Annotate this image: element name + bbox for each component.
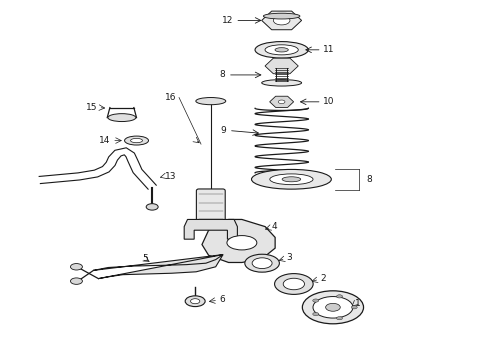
Text: 5: 5 xyxy=(142,254,147,263)
Ellipse shape xyxy=(302,291,364,324)
Text: 4: 4 xyxy=(272,222,277,231)
Polygon shape xyxy=(265,58,298,74)
Ellipse shape xyxy=(337,295,343,298)
Text: 12: 12 xyxy=(222,16,233,25)
Polygon shape xyxy=(262,11,302,30)
Ellipse shape xyxy=(275,48,288,52)
Ellipse shape xyxy=(185,296,205,307)
Ellipse shape xyxy=(71,278,82,284)
Text: 8: 8 xyxy=(367,175,372,184)
Polygon shape xyxy=(94,255,223,279)
Polygon shape xyxy=(202,220,275,262)
Ellipse shape xyxy=(313,312,318,316)
Text: 15: 15 xyxy=(86,103,98,112)
Ellipse shape xyxy=(252,258,272,269)
Ellipse shape xyxy=(124,136,148,145)
Text: 11: 11 xyxy=(323,45,335,54)
Text: 14: 14 xyxy=(99,136,111,145)
Ellipse shape xyxy=(130,138,143,143)
Ellipse shape xyxy=(71,264,82,270)
Text: 16: 16 xyxy=(165,93,176,102)
FancyBboxPatch shape xyxy=(196,189,225,225)
Ellipse shape xyxy=(255,41,308,58)
Ellipse shape xyxy=(326,303,340,311)
Ellipse shape xyxy=(313,299,318,302)
Ellipse shape xyxy=(196,98,226,105)
Ellipse shape xyxy=(146,204,158,210)
Ellipse shape xyxy=(245,254,279,272)
Polygon shape xyxy=(270,96,294,107)
Polygon shape xyxy=(184,220,237,239)
Text: 10: 10 xyxy=(323,97,335,106)
Text: 7: 7 xyxy=(247,224,253,233)
Text: 13: 13 xyxy=(165,172,176,181)
Ellipse shape xyxy=(108,114,136,122)
Ellipse shape xyxy=(313,297,353,318)
Ellipse shape xyxy=(282,177,301,182)
Ellipse shape xyxy=(191,299,200,304)
Text: 9: 9 xyxy=(220,126,226,135)
Ellipse shape xyxy=(262,80,302,86)
Ellipse shape xyxy=(270,174,313,185)
Ellipse shape xyxy=(265,45,298,55)
Ellipse shape xyxy=(283,278,304,290)
Ellipse shape xyxy=(337,316,343,320)
Text: 3: 3 xyxy=(287,253,292,262)
Text: 1: 1 xyxy=(355,299,361,308)
Text: 6: 6 xyxy=(219,295,225,304)
Ellipse shape xyxy=(251,170,331,189)
Ellipse shape xyxy=(274,274,313,294)
Ellipse shape xyxy=(351,306,357,309)
Text: 8: 8 xyxy=(220,71,225,80)
Ellipse shape xyxy=(227,235,257,250)
Ellipse shape xyxy=(273,16,290,25)
Text: 2: 2 xyxy=(321,274,326,283)
Ellipse shape xyxy=(278,100,285,104)
Ellipse shape xyxy=(263,13,300,19)
